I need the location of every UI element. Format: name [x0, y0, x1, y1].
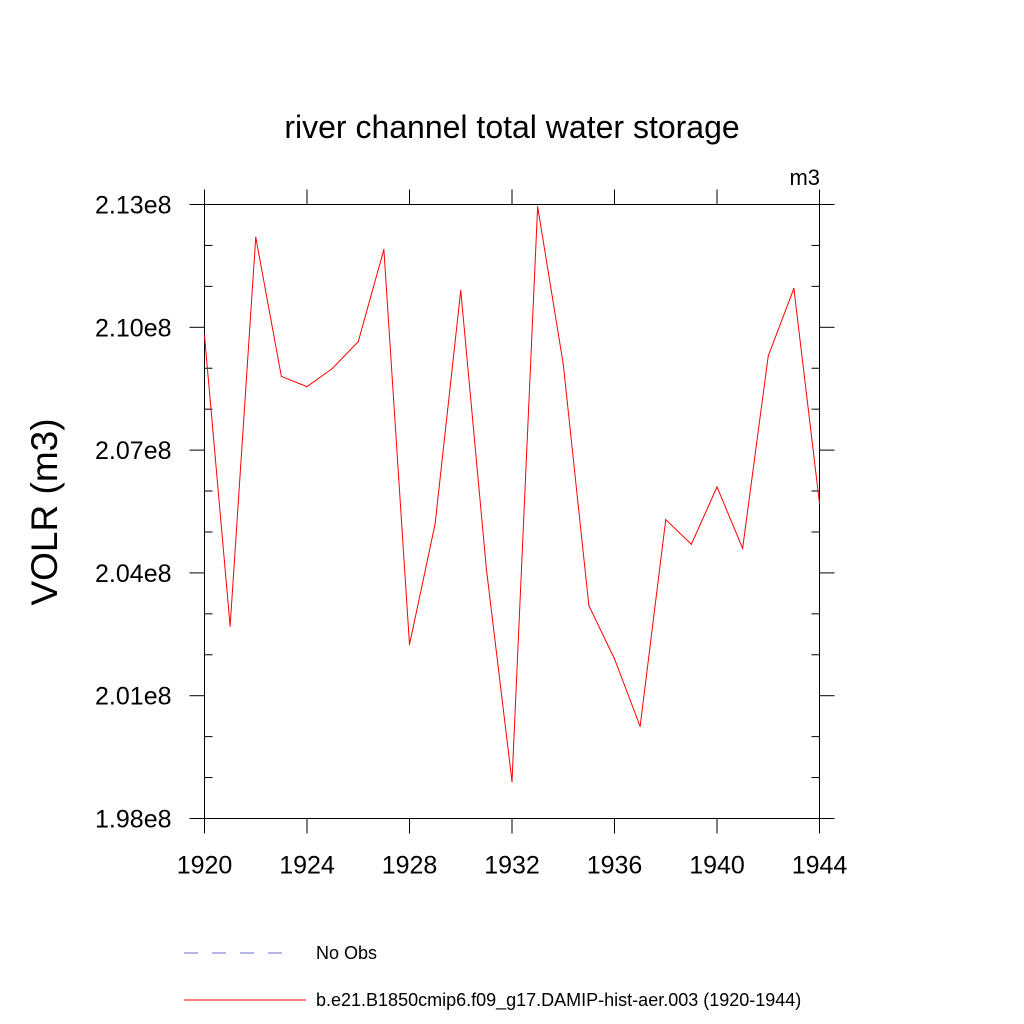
data-point: [793, 287, 795, 290]
data-point: [742, 547, 744, 549]
data-point: [511, 781, 513, 783]
x-tick-label: 1920: [177, 852, 233, 880]
data-point: [280, 375, 282, 378]
y-tick-label: 2.10e8: [95, 314, 171, 342]
data-point: [588, 605, 590, 607]
data-point: [639, 725, 641, 728]
data-point: [716, 486, 718, 488]
data-points: [203, 205, 821, 783]
data-series-line: [204, 206, 820, 782]
x-tick-label: 1928: [382, 852, 438, 880]
legend-label-model: b.e21.B1850cmip6.f09_g17.DAMIP-hist-aer.…: [316, 990, 801, 1011]
data-point: [306, 386, 308, 388]
units-label: m3: [789, 165, 820, 190]
x-tick-label: 1940: [689, 852, 745, 880]
x-tick-label: 1924: [279, 852, 335, 880]
y-tick-labels: 1.98e8 2.01e8 2.04e8 2.07e8 2.10e8 2.13e8: [95, 192, 171, 834]
data-point: [434, 523, 436, 525]
legend-label-no-obs: No Obs: [316, 943, 377, 963]
y-tick-label: 2.13e8: [95, 192, 171, 220]
x-tick-label: 1944: [792, 852, 848, 880]
data-point: [818, 502, 821, 504]
y-tick-label: 2.04e8: [95, 560, 171, 588]
data-point: [383, 248, 385, 251]
data-point: [460, 289, 462, 292]
data-point: [562, 363, 564, 365]
data-point: [408, 643, 411, 646]
data-point: [613, 658, 616, 660]
data-point: [332, 367, 334, 369]
y-tick-label: 2.01e8: [95, 683, 171, 711]
axis-ticks: [189, 189, 835, 834]
data-point: [357, 341, 359, 343]
data-point: [665, 519, 667, 521]
data-point: [690, 543, 692, 545]
y-tick-label: 2.07e8: [95, 437, 171, 465]
data-point: [203, 334, 206, 337]
data-point: [485, 568, 487, 570]
legend: No Obs b.e21.B1850cmip6.f09_g17.DAMIP-hi…: [184, 943, 801, 1011]
y-tick-label: 1.98e8: [95, 806, 171, 834]
data-point: [255, 236, 257, 238]
x-tick-label: 1932: [484, 852, 540, 880]
y-axis-title: VOLR (m3): [24, 418, 65, 605]
data-point: [767, 355, 769, 357]
data-point: [229, 625, 231, 627]
data-point: [537, 205, 539, 208]
x-tick-labels: 1920 1924 1928 1932 1936 1940 1944: [177, 852, 848, 880]
x-tick-label: 1936: [587, 852, 643, 880]
chart-title: river channel total water storage: [284, 109, 739, 145]
